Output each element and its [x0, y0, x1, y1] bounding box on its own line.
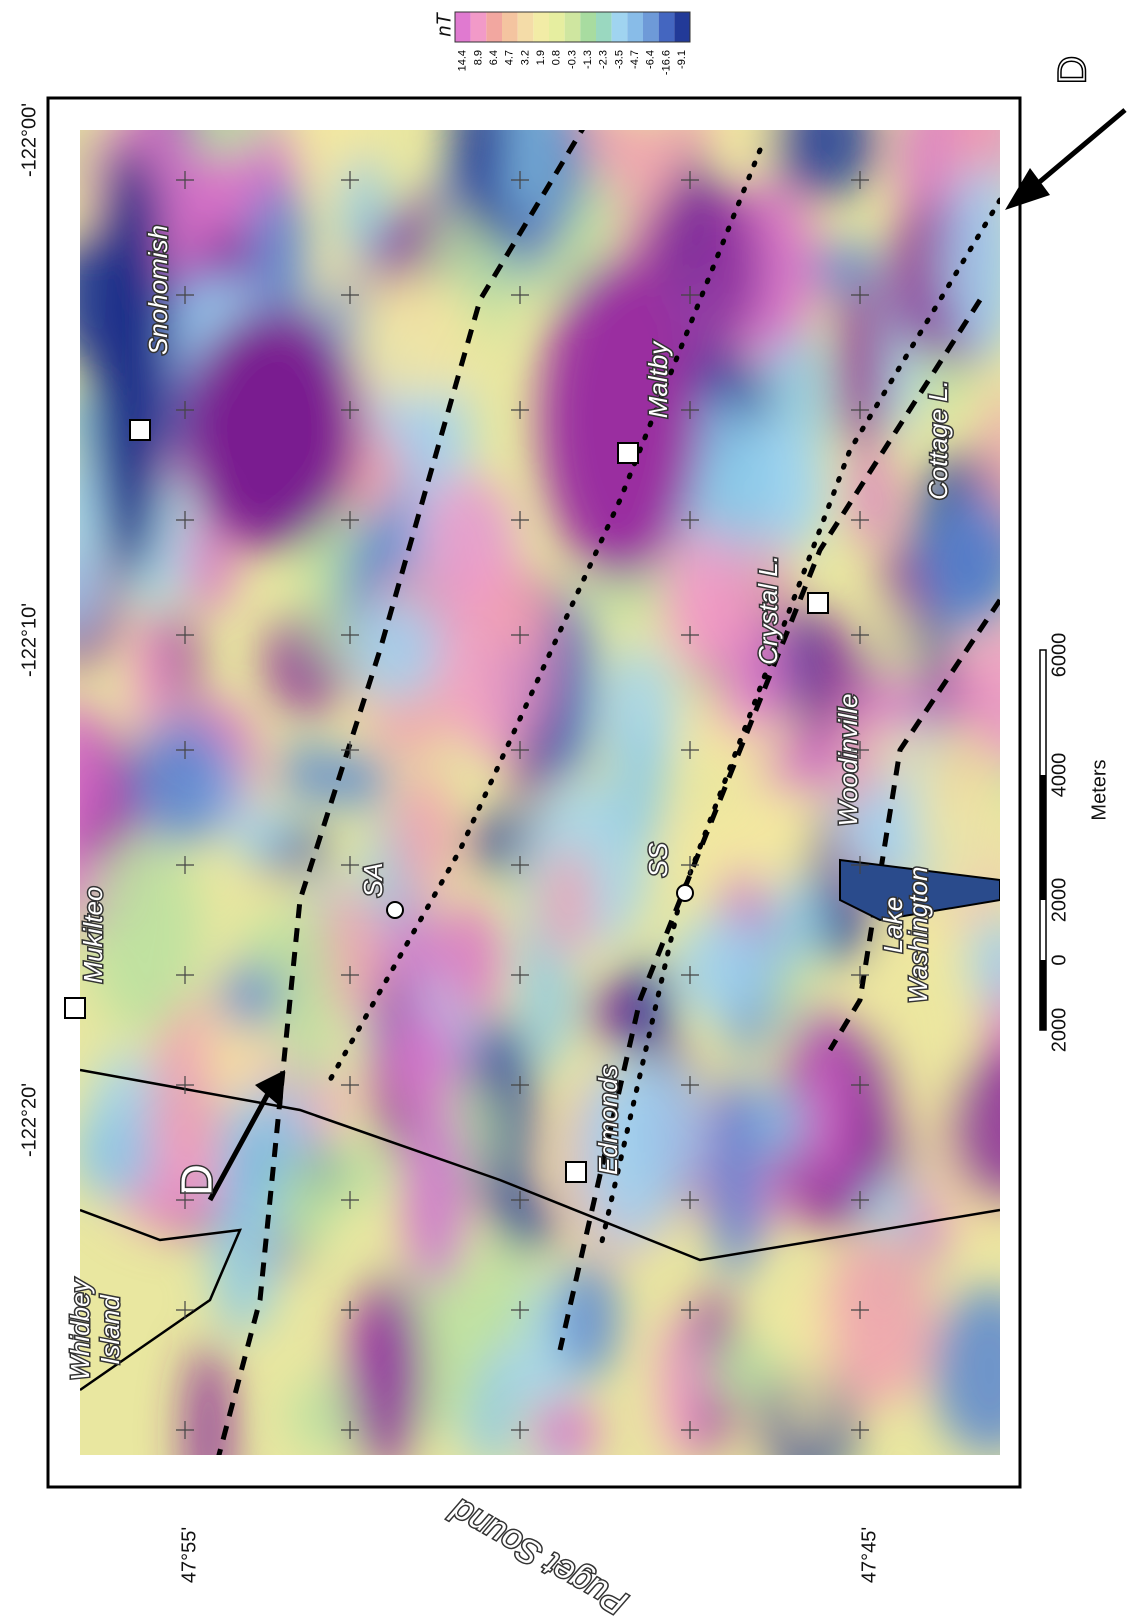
site-marker	[677, 885, 693, 901]
anomaly-blob	[276, 1154, 328, 1260]
place-label: Cottage L.	[923, 380, 953, 500]
place-label: Edmonds	[593, 1065, 623, 1175]
legend-label: -0.3	[566, 50, 578, 69]
town-marker	[130, 420, 150, 440]
anomaly-blob	[386, 1007, 464, 1113]
legend-label: 1.9	[535, 50, 547, 65]
place-label: Woodinville	[833, 694, 863, 827]
anomaly-blob	[931, 1286, 1048, 1456]
legend-label: -6.4	[645, 50, 657, 69]
anomaly-blob	[283, 737, 329, 807]
anomaly-blob	[130, 716, 230, 846]
scale-label: 2000	[1048, 1008, 1070, 1053]
anomaly-blob	[672, 915, 773, 1023]
scale-unit: Meters	[1088, 759, 1110, 820]
legend-label: 3.2	[519, 50, 531, 65]
place-label: SA	[358, 863, 388, 898]
site-marker	[387, 902, 403, 918]
place-label: Washington	[903, 867, 933, 1004]
legend-swatch	[659, 12, 675, 42]
legend-swatch	[518, 12, 534, 42]
legend-label: -3.5	[613, 50, 625, 69]
anomaly-blob	[851, 445, 893, 549]
anomaly-blob	[784, 1272, 832, 1451]
longitude-label: -122°20'	[18, 1083, 40, 1157]
profile-label: D	[173, 1164, 222, 1196]
anomaly-blob	[540, 260, 700, 580]
anomaly-blob	[541, 848, 593, 958]
anomaly-blob	[773, 875, 825, 967]
scale-label: 4000	[1048, 753, 1070, 798]
anomaly-blob	[352, 273, 481, 402]
place-label: Crystal L.	[753, 555, 783, 665]
anomaly-blob	[351, 600, 442, 703]
legend-swatch	[533, 12, 549, 42]
legend-unit: nT	[433, 12, 455, 37]
legend-label: -16.6	[660, 50, 672, 75]
anomaly-blob	[613, 727, 663, 847]
place-label: Maltby	[643, 340, 673, 419]
anomaly-blob	[402, 1094, 467, 1289]
legend-swatch	[486, 12, 502, 42]
legend-label: 14.4	[457, 50, 469, 71]
legend-swatch	[471, 12, 487, 42]
legend-label: 8.9	[472, 50, 484, 65]
longitude-label: -122°10'	[18, 603, 40, 677]
scale-label: 2000	[1048, 878, 1070, 923]
anomaly-blob	[72, 1111, 156, 1200]
legend-label: -2.3	[598, 50, 610, 69]
legend-swatch	[627, 12, 643, 42]
map-figure: Snohomish Maltby Cottage L. Crystal L. W…	[0, 0, 1137, 1619]
legend-label: -9.1	[676, 50, 688, 69]
latitude-label: 47°55'	[178, 1527, 200, 1583]
place-label: SS	[643, 842, 673, 877]
latitude-label: 47°45'	[858, 1527, 880, 1583]
town-marker	[808, 593, 828, 613]
anomaly-map	[30, 37, 1074, 1524]
longitude-label: -122°00'	[18, 103, 40, 177]
legend-swatch	[674, 12, 690, 42]
scale-bar: 2000 0 2000 4000 6000 Meters	[1040, 633, 1110, 1053]
profile-label: D	[1051, 56, 1095, 85]
legend-swatch	[549, 12, 565, 42]
place-label: Mukilteo	[78, 887, 108, 984]
anomaly-blob	[90, 140, 170, 580]
town-marker	[65, 998, 85, 1018]
legend-swatch	[455, 12, 471, 42]
legend-swatch	[580, 12, 596, 42]
scale-label: 6000	[1048, 633, 1070, 678]
legend-label: 4.7	[504, 50, 516, 65]
anomaly-blob	[218, 962, 281, 1030]
legend-swatch	[643, 12, 659, 42]
color-legend: nT 14.48.9 6.4 4.73.2 1.9 0.8-0.3 -1.3 -2.3-3.…	[433, 12, 690, 76]
legend-label: 0.8	[551, 50, 563, 65]
scale-bar-segment	[1040, 775, 1046, 900]
legend-swatch	[565, 12, 581, 42]
anomaly-blob	[657, 1313, 705, 1464]
scale-label: 0	[1048, 954, 1070, 965]
place-label: Whidbey	[65, 1277, 95, 1380]
anomaly-blob	[392, 771, 456, 899]
legend-swatch	[596, 12, 612, 42]
anomaly-blob	[180, 310, 360, 550]
place-label: Island	[95, 1294, 125, 1365]
town-marker	[618, 443, 638, 463]
profile-arrow	[1030, 110, 1125, 190]
legend-label: -4.7	[629, 50, 641, 69]
anomaly-blob	[662, 530, 749, 669]
anomaly-blob	[478, 578, 556, 648]
anomaly-blob	[804, 1037, 847, 1189]
legend-swatch	[612, 12, 628, 42]
anomaly-blob	[277, 894, 337, 1102]
scale-bar-segment	[1040, 960, 1046, 1030]
anomaly-blob	[440, 900, 503, 1021]
legend-label: 6.4	[488, 50, 500, 65]
anomaly-blob	[340, 154, 385, 264]
legend-label: -1.3	[582, 50, 594, 69]
place-label: Puget Sound	[443, 1491, 633, 1619]
anomaly-blob	[349, 1275, 424, 1474]
town-marker	[566, 1162, 586, 1182]
legend-swatch	[502, 12, 518, 42]
place-label: Snohomish	[143, 225, 173, 355]
